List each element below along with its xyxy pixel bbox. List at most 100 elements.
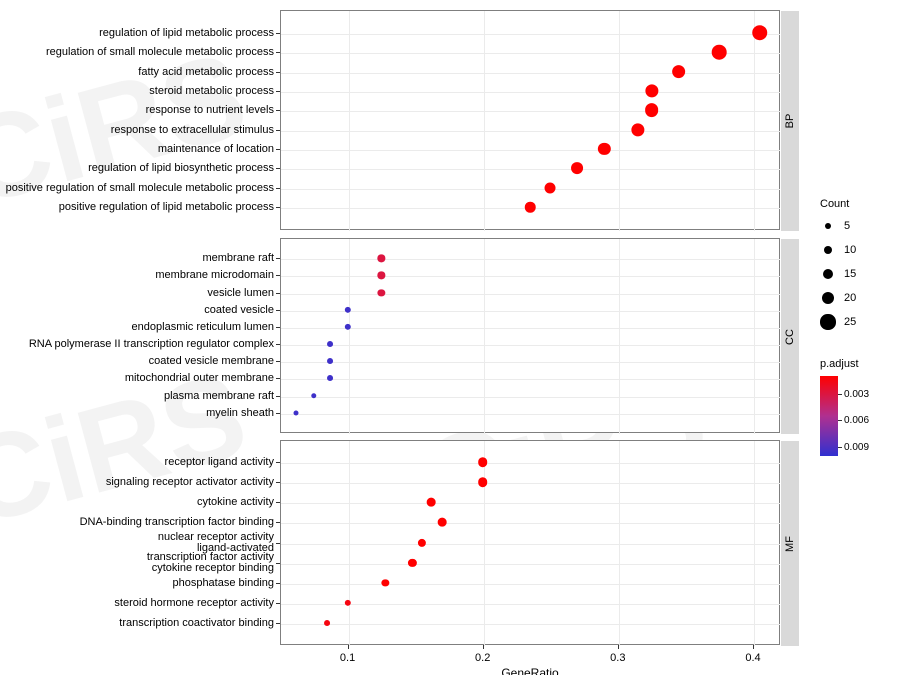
legend-padj-gradient [820, 376, 838, 456]
h-gridline [281, 463, 781, 464]
gridline [619, 239, 620, 434]
y-label: fatty acid metabolic process [138, 66, 274, 78]
h-gridline [281, 92, 781, 93]
y-tick [276, 583, 280, 584]
y-label: myelin sheath [206, 407, 274, 419]
x-tick-label: 0.1 [340, 652, 355, 664]
y-label: cytokine activity [197, 496, 274, 508]
x-tick-label: 0.4 [745, 652, 760, 664]
data-point [645, 103, 659, 117]
facet-label: BP [784, 114, 796, 129]
legend-count-dot [825, 223, 831, 229]
legend-count-dot [822, 292, 835, 305]
y-tick [276, 603, 280, 604]
data-point [545, 182, 556, 193]
y-label: positive regulation of lipid metabolic p… [59, 201, 274, 213]
y-tick [276, 378, 280, 379]
data-point [294, 410, 299, 415]
y-label: steroid metabolic process [149, 85, 274, 97]
x-tick-label: 0.3 [610, 652, 625, 664]
h-gridline [281, 564, 781, 565]
y-tick [276, 543, 280, 544]
legend-count-label: 5 [844, 220, 850, 232]
legend-count-dot [820, 314, 835, 329]
legend-padj-tick-label: 0.003 [844, 389, 869, 400]
legend-padj-tick-label: 0.006 [844, 415, 869, 426]
y-tick [276, 168, 280, 169]
data-point [427, 498, 436, 507]
legend-padj-tick [838, 447, 842, 448]
h-gridline [281, 604, 781, 605]
h-gridline [281, 523, 781, 524]
y-tick [276, 482, 280, 483]
y-label: steroid hormone receptor activity [114, 597, 274, 609]
y-tick [276, 502, 280, 503]
legend-padj-title: p.adjust [820, 358, 859, 370]
gridline [484, 11, 485, 231]
h-gridline [281, 328, 781, 329]
data-point [327, 341, 333, 347]
data-point [478, 478, 488, 488]
y-label: phosphatase binding [172, 577, 274, 589]
y-tick [276, 623, 280, 624]
gridline [349, 239, 350, 434]
y-tick [276, 188, 280, 189]
h-gridline [281, 276, 781, 277]
facet-strip-cc: CC [780, 238, 800, 435]
legend-count-title: Count [820, 198, 849, 210]
y-label: maintenance of location [158, 143, 274, 155]
data-point [525, 202, 536, 213]
y-label: regulation of lipid metabolic process [99, 27, 274, 39]
h-gridline [281, 259, 781, 260]
y-label: positive regulation of small molecule me… [6, 182, 274, 194]
y-tick [276, 344, 280, 345]
y-tick [276, 149, 280, 150]
y-label: mitochondrial outer membrane [125, 372, 274, 384]
x-tick [483, 645, 484, 649]
y-label: vesicle lumen [207, 287, 274, 299]
facet-strip-mf: MF [780, 440, 800, 647]
panel-cc [280, 238, 780, 433]
gridline [349, 11, 350, 231]
gridline [484, 239, 485, 434]
legend-padj-tick [838, 420, 842, 421]
panel-mf [280, 440, 780, 645]
data-point [327, 375, 333, 381]
x-axis-title: GeneRatio [501, 666, 558, 675]
h-gridline [281, 131, 781, 132]
h-gridline [281, 379, 781, 380]
data-point [712, 45, 727, 60]
legend-count-label: 20 [844, 292, 856, 304]
y-tick [276, 310, 280, 311]
data-point [672, 65, 686, 79]
h-gridline [281, 73, 781, 74]
h-gridline [281, 294, 781, 295]
h-gridline [281, 362, 781, 363]
y-label: membrane raft [202, 252, 274, 264]
h-gridline [281, 414, 781, 415]
y-label: transcription coactivator binding [119, 617, 274, 629]
y-tick [276, 110, 280, 111]
data-point [571, 162, 583, 174]
y-label: coated vesicle membrane [149, 355, 274, 367]
panel-bp [280, 10, 780, 230]
data-point [327, 358, 333, 364]
y-tick [276, 396, 280, 397]
y-tick [276, 91, 280, 92]
h-gridline [281, 544, 781, 545]
facet-label: CC [784, 329, 796, 345]
facet-strip-bp: BP [780, 10, 800, 232]
y-tick [276, 72, 280, 73]
data-point [478, 458, 488, 468]
y-label: coated vesicle [204, 304, 274, 316]
data-point [324, 620, 330, 626]
y-tick [276, 293, 280, 294]
y-label: RNA polymerase II transcription regulato… [29, 338, 274, 350]
y-tick [276, 130, 280, 131]
legend-count-dot [823, 269, 834, 280]
y-label: endoplasmic reticulum lumen [132, 321, 274, 333]
y-tick [276, 522, 280, 523]
y-tick [276, 33, 280, 34]
h-gridline [281, 111, 781, 112]
h-gridline [281, 397, 781, 398]
